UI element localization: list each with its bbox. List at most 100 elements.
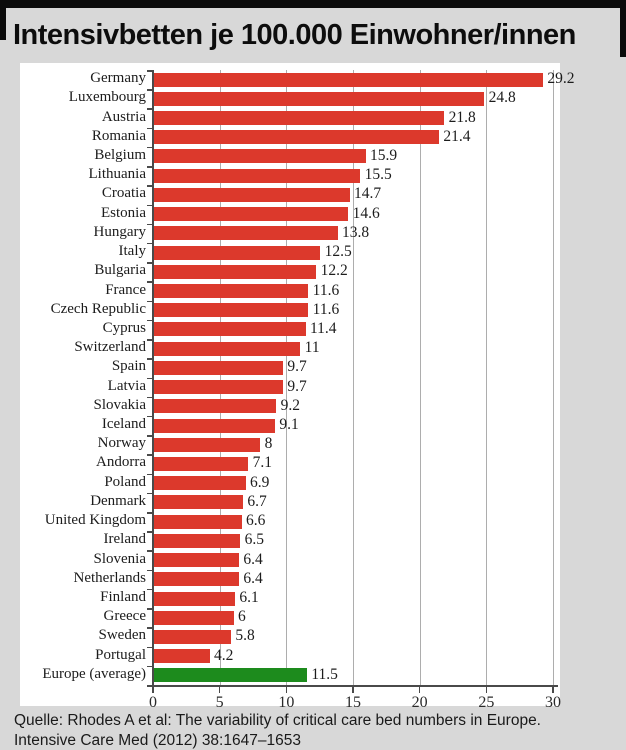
bar-row: Europe (average) 11.5 — [42, 665, 553, 685]
bar-row: Croatia 14.7 — [102, 185, 553, 204]
bar — [153, 649, 210, 664]
y-axis-tick — [147, 435, 153, 437]
value-label: 6.7 — [247, 492, 267, 510]
category-label: Slovenia — [93, 550, 147, 567]
bar-row: United Kingdom 6.6 — [45, 512, 553, 531]
x-axis-tick — [418, 687, 421, 693]
bar-row: Hungary 13.8 — [94, 223, 553, 243]
bar — [153, 476, 246, 491]
gridline — [419, 70, 421, 685]
y-axis-tick — [147, 281, 153, 283]
category-label: Croatia — [101, 185, 146, 202]
chart-panel: 0 5 10 15 20 25 30 Germany 29.2 Luxembourg 24.8 Aus… — [20, 63, 574, 711]
bar-row: Ireland 6.5 — [104, 531, 553, 550]
bar-row: Belgium 15.9 — [94, 146, 553, 166]
y-axis-tick — [147, 685, 153, 687]
value-label: 9.1 — [279, 416, 299, 434]
bar-row: Andorra 7.1 — [96, 454, 553, 473]
y-axis-tick — [147, 550, 153, 552]
bar — [153, 533, 241, 548]
category-label: Poland — [104, 473, 146, 490]
category-label: Norway — [97, 435, 146, 452]
x-axis-tick — [218, 687, 221, 693]
bar — [153, 284, 309, 299]
bar — [153, 360, 283, 375]
category-label: Cyprus — [102, 319, 146, 336]
value-label: 5.8 — [235, 627, 255, 645]
bar-row: Spain 9.7 — [112, 358, 553, 377]
left-edge-bar — [0, 0, 6, 40]
bar-row: Netherlands 6.4 — [74, 570, 553, 589]
bar — [153, 111, 445, 126]
gridline — [486, 70, 488, 685]
category-label: Luxembourg — [68, 89, 146, 106]
y-axis-tick — [147, 358, 153, 360]
category-label: Lithuania — [88, 166, 146, 183]
bar-row: Norway 8 — [98, 435, 553, 454]
bar — [153, 437, 261, 452]
value-label: 11.4 — [310, 319, 337, 337]
y-axis-tick — [147, 588, 153, 591]
bar-row: Sweden 5.8 — [99, 627, 553, 646]
bar-row: Lithuania 15.5 — [89, 166, 553, 185]
bar-row: Portugal 4.2 — [95, 647, 553, 666]
x-tick-label: 25 — [478, 694, 495, 711]
y-axis-tick — [147, 204, 153, 207]
value-label: 9.7 — [287, 377, 307, 395]
y-axis-tick — [147, 492, 153, 495]
bar-row: Slovakia 9.2 — [94, 396, 553, 416]
y-axis-tick — [147, 377, 153, 379]
bar — [153, 572, 239, 587]
category-label: Finland — [100, 589, 146, 606]
y-axis-tick — [147, 608, 153, 610]
x-tick-label: 5 — [215, 694, 224, 711]
bar — [153, 149, 366, 164]
y-axis-tick — [147, 319, 153, 322]
bar — [153, 610, 234, 625]
y-axis-tick — [147, 339, 153, 341]
bar — [153, 591, 235, 606]
source-line-2: Intensive Care Med (2012) 38:1647–1653 — [14, 731, 301, 749]
bar — [153, 553, 239, 568]
bar-row: Greece 6 — [104, 608, 553, 627]
value-label: 15.9 — [370, 146, 398, 164]
bar — [153, 91, 485, 106]
value-label: 11.6 — [312, 300, 340, 318]
category-label: Italy — [118, 243, 147, 260]
bar — [153, 418, 275, 433]
y-axis-tick — [147, 454, 153, 456]
value-label: 15.5 — [364, 166, 392, 184]
value-label: 11.6 — [312, 281, 340, 299]
category-label: Belgium — [94, 146, 146, 163]
value-label: 9.2 — [280, 396, 301, 414]
y-axis-tick — [147, 396, 153, 399]
category-label: Andorra — [96, 454, 146, 471]
y-axis-tick — [147, 166, 153, 168]
bar-row: Austria 21.8 — [102, 108, 553, 127]
y-axis-tick — [147, 70, 153, 72]
y-axis-tick — [147, 262, 153, 264]
y-axis-tick — [147, 127, 153, 130]
value-label: 13.8 — [342, 223, 370, 241]
source-citation: Quelle: Rhodes A et al: The variability … — [14, 711, 614, 750]
category-label: Portugal — [95, 646, 146, 663]
gridline — [353, 70, 354, 685]
value-label: 7.1 — [252, 454, 273, 472]
category-label: Spain — [111, 358, 146, 375]
right-edge-bar — [620, 0, 626, 57]
bar-row: Italy 12.5 — [119, 243, 553, 262]
category-label: Latvia — [107, 377, 146, 394]
category-label: Denmark — [90, 492, 146, 509]
value-label: 6 — [238, 608, 246, 626]
x-tick-label: 30 — [545, 694, 561, 711]
bar-row: Latvia 9.7 — [108, 377, 553, 397]
y-axis-tick — [147, 665, 153, 668]
bar — [153, 168, 361, 183]
value-label: 14.7 — [354, 185, 382, 203]
value-label: 11.5 — [311, 665, 338, 683]
value-label: 9.7 — [287, 358, 307, 376]
x-axis-tick — [285, 687, 288, 693]
value-label: 21.4 — [443, 127, 471, 145]
value-label: 11 — [304, 339, 320, 357]
top-black-bar — [0, 0, 626, 8]
